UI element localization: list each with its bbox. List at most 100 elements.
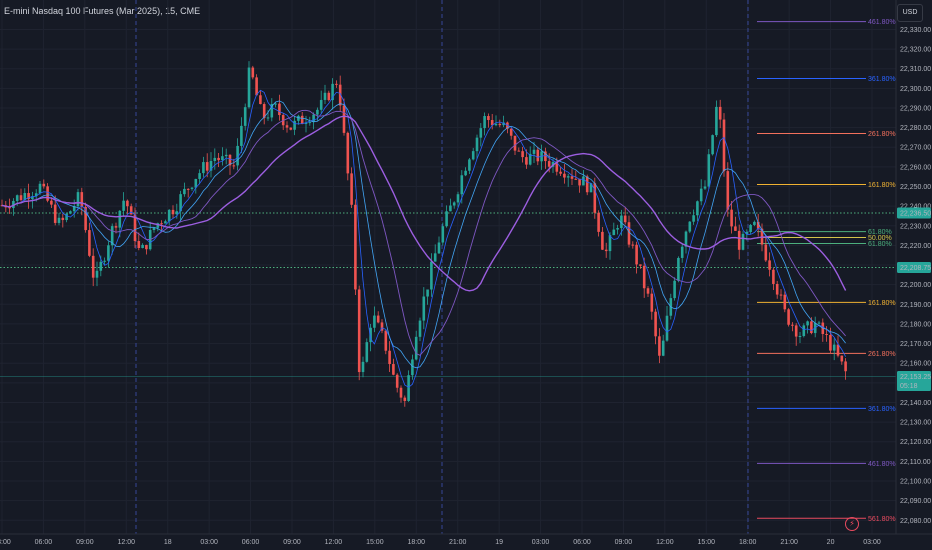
fib-level-label: 461.80% — [868, 461, 896, 468]
candle-body — [137, 241, 141, 248]
candle-body — [844, 361, 847, 372]
grid — [0, 0, 896, 534]
candle-body — [787, 309, 790, 325]
y-tick-label: 22,250.00 — [900, 184, 931, 191]
candle-body — [331, 83, 334, 101]
candle-body — [190, 187, 194, 189]
candle-body — [53, 204, 57, 223]
price-tags: 22,236.50 22,208.75 22,153.25 05:18 — [897, 207, 931, 391]
candle-body — [509, 128, 513, 136]
candle-body — [422, 296, 426, 321]
moving-average-line — [1, 100, 846, 369]
y-tick-label: 22,290.00 — [900, 105, 931, 112]
candle-body — [88, 230, 91, 256]
x-tick-label: 15:00 — [698, 539, 716, 546]
candle-body — [319, 99, 323, 110]
candle-body — [730, 209, 733, 227]
candle-body — [107, 245, 110, 261]
candle-body — [350, 173, 353, 205]
candle-body — [289, 127, 293, 130]
candle-body — [642, 265, 646, 289]
x-tick-label: 20 — [827, 539, 835, 546]
candle-body — [832, 344, 836, 351]
candle-body — [255, 77, 258, 96]
currency-button[interactable]: USD — [897, 4, 923, 22]
candle-body — [490, 120, 494, 126]
candle-body — [456, 194, 460, 203]
y-tick-label: 22,090.00 — [900, 498, 931, 505]
fib-level-label: 50.00% — [868, 235, 892, 242]
y-tick-label: 22,330.00 — [900, 27, 931, 34]
candle-body — [665, 315, 669, 341]
candle-body — [745, 232, 749, 234]
candle-body — [99, 261, 103, 271]
x-tick-label: 03:00 — [532, 539, 550, 546]
candle-body — [680, 246, 684, 258]
time-axis[interactable]: 03:00 06:00 09:00 12:00 18 03:00 06:00 09:00 12:… — [0, 539, 881, 546]
candle-body — [810, 321, 813, 334]
candle-body — [243, 107, 247, 126]
candle-body — [373, 315, 376, 328]
candle-body — [202, 162, 205, 174]
candle-body — [76, 192, 80, 207]
candle-body — [335, 83, 338, 85]
candle-body — [688, 221, 692, 232]
candle-body — [392, 364, 395, 375]
candle-body — [684, 231, 688, 247]
candle-body — [251, 67, 255, 78]
price-tag-label: 22,236.50 — [900, 211, 931, 218]
candle-body — [228, 154, 232, 166]
candle-body — [293, 120, 296, 130]
candle-body — [411, 359, 414, 376]
candle-body — [205, 162, 209, 171]
candle-body — [449, 205, 452, 212]
x-tick-label: 12:00 — [118, 539, 136, 546]
candle-body — [593, 183, 597, 213]
candle-body — [95, 270, 99, 278]
candle-body — [186, 188, 190, 190]
candle-body — [80, 192, 84, 207]
candle-body — [570, 176, 574, 179]
x-tick-label: 12:00 — [656, 539, 674, 546]
lightning-icon[interactable]: ⚡ — [845, 517, 859, 531]
candle-body — [703, 186, 707, 189]
candle-body — [110, 226, 114, 246]
y-tick-label: 22,320.00 — [900, 47, 931, 54]
x-tick-label: 18:00 — [739, 539, 757, 546]
y-tick-label: 22,170.00 — [900, 341, 931, 348]
y-tick-label: 22,160.00 — [900, 361, 931, 368]
candle-body — [57, 217, 61, 223]
fib-extension-levels: 461.80% 361.80% 261.80% 161.80% 61.80%50.00%… — [757, 19, 896, 523]
candle-body — [677, 257, 680, 281]
candle-body — [566, 176, 570, 178]
x-tick-label: 09:00 — [615, 539, 633, 546]
candle-body — [376, 315, 380, 323]
moving-average-lines — [1, 89, 847, 388]
candle-body — [589, 183, 593, 193]
candle-body — [433, 253, 437, 262]
candle-body — [426, 289, 429, 297]
candle-body — [357, 289, 361, 373]
candle-body — [65, 213, 68, 221]
candle-body — [768, 260, 771, 270]
y-tick-label: 22,310.00 — [900, 66, 931, 73]
candle-body — [582, 176, 585, 186]
x-tick-label: 09:00 — [283, 539, 301, 546]
candle-body — [521, 151, 524, 158]
price-axis[interactable]: 22,330.00 22,320.00 22,310.00 22,300.00 22,2… — [900, 27, 931, 525]
candle-body — [608, 235, 612, 252]
fib-level-label: 261.80% — [868, 351, 896, 358]
y-tick-label: 22,130.00 — [900, 420, 931, 427]
candle-body — [15, 195, 19, 201]
price-tag-label: 22,153.25 — [900, 374, 931, 381]
candle-body — [483, 116, 486, 129]
candle-body — [61, 217, 65, 221]
candle-body — [513, 135, 517, 151]
candle-body — [221, 156, 224, 161]
candle-body — [574, 178, 578, 180]
candle-body — [696, 201, 699, 216]
candle-body — [50, 200, 53, 205]
candle-body — [407, 375, 410, 401]
candle-body — [658, 336, 661, 356]
